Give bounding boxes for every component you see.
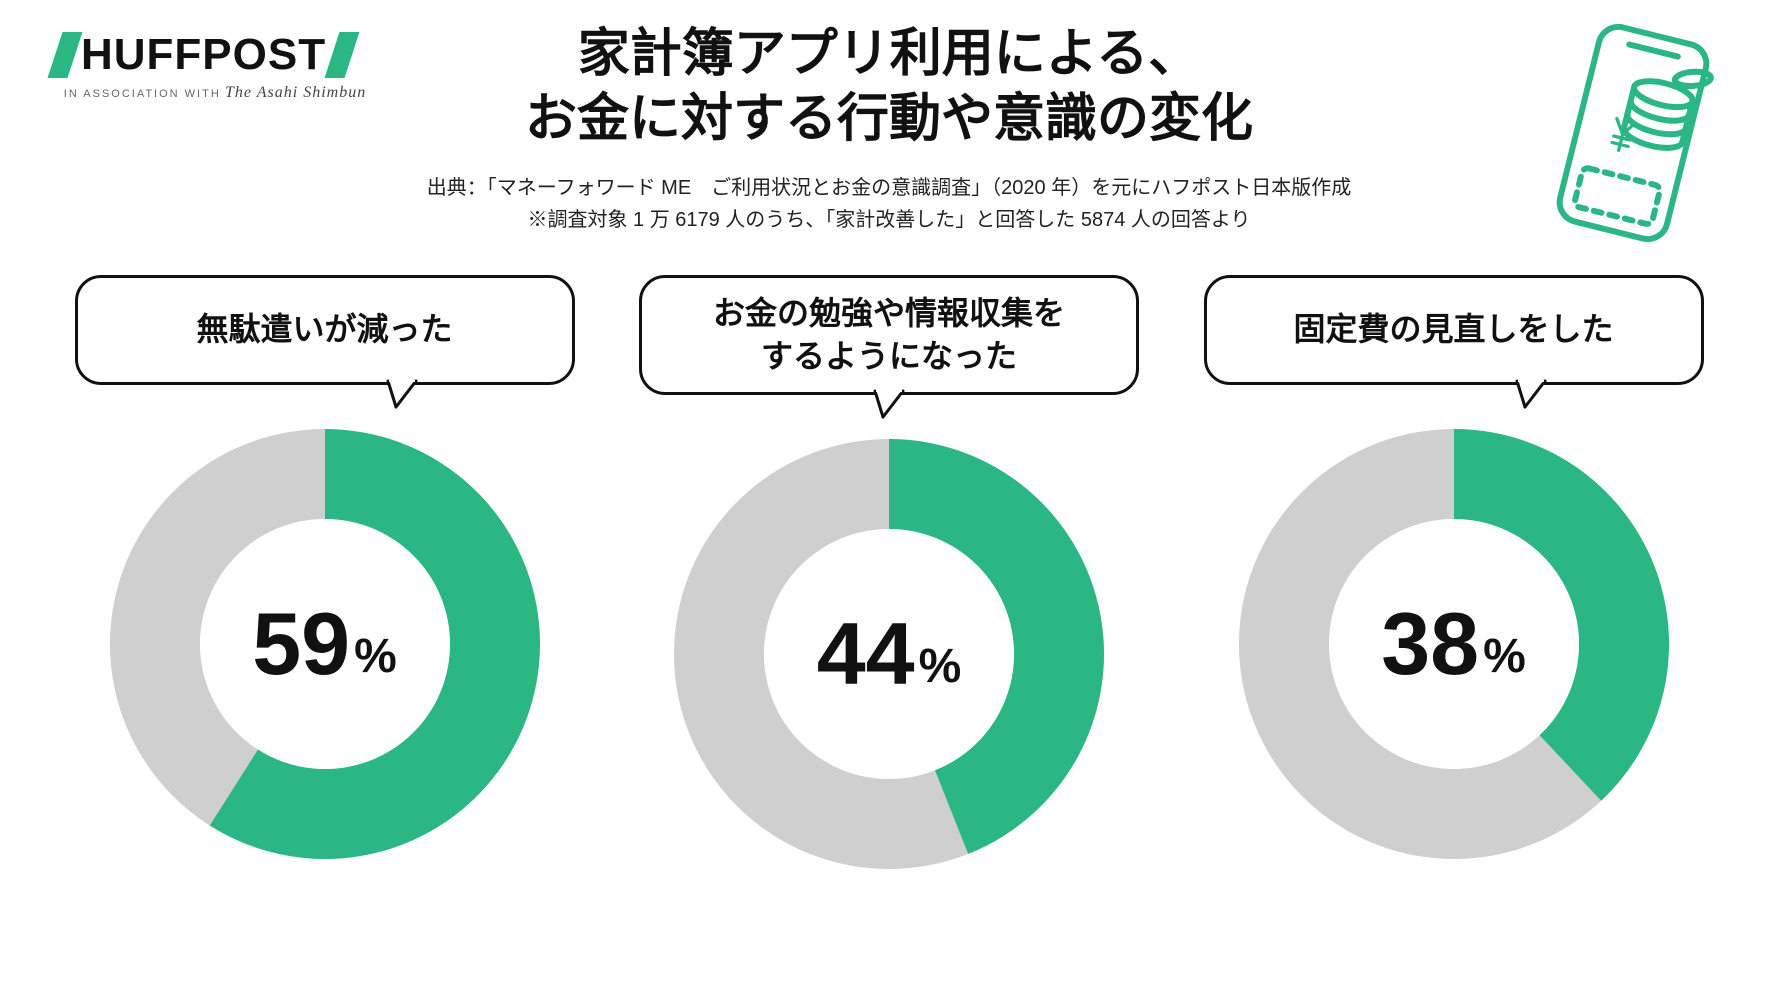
bubble-1-line1: お金の勉強や情報収集を (713, 295, 1065, 331)
bubble-1-line2: するようになった (761, 338, 1017, 374)
source-line-1: 出典：「マネーフォワード ME ご利用状況とお金の意識調査」（2020 年）を元… (0, 172, 1778, 204)
donut-0-pct: % (354, 629, 397, 684)
page-title: 家計簿アプリ利用による、 お金に対する行動や意識の変化 (0, 22, 1778, 152)
donut-1-pct: % (919, 639, 962, 694)
bubble-2-line1: 固定費の見直しをした (1293, 311, 1613, 347)
donut-0-value: 59 (252, 593, 350, 695)
bubble-1: お金の勉強や情報収集を するようになった (639, 275, 1139, 395)
bubble-2-tail (1513, 379, 1549, 409)
chart-col-1: お金の勉強や情報収集を するようになった 44 % (619, 275, 1159, 869)
phone-money-icon (1538, 18, 1728, 253)
donut-1-value: 44 (817, 603, 915, 705)
source-line-2: ※調査対象 1 万 6179 人のうち、「家計改善した」と回答した 5874 人… (0, 204, 1778, 236)
charts-row: 無駄遣いが減った 59 % お金の勉強や情報収集を するようになった 44 (0, 275, 1778, 869)
donut-1-center: 44 % (674, 439, 1104, 869)
title-line-1: 家計簿アプリ利用による、 (0, 22, 1778, 87)
donut-1: 44 % (674, 439, 1104, 869)
chart-col-0: 無駄遣いが減った 59 % (55, 275, 595, 859)
title-line-2: お金に対する行動や意識の変化 (0, 87, 1778, 152)
donut-2-center: 38 % (1239, 429, 1669, 859)
donut-2-pct: % (1483, 629, 1526, 684)
donut-2-value: 38 (1381, 593, 1479, 695)
bubble-0-line1: 無駄遣いが減った (196, 311, 452, 347)
bubble-0-tail (384, 379, 420, 409)
bubble-2: 固定費の見直しをした (1204, 275, 1704, 385)
source-citation: 出典：「マネーフォワード ME ご利用状況とお金の意識調査」（2020 年）を元… (0, 172, 1778, 236)
donut-0-center: 59 % (110, 429, 540, 859)
chart-col-2: 固定費の見直しをした 38 % (1184, 275, 1724, 859)
bubble-0: 無駄遣いが減った (75, 275, 575, 385)
phone-icon-stroke (1555, 23, 1719, 246)
bubble-1-tail (871, 389, 907, 419)
donut-2: 38 % (1239, 429, 1669, 859)
donut-0: 59 % (110, 429, 540, 859)
